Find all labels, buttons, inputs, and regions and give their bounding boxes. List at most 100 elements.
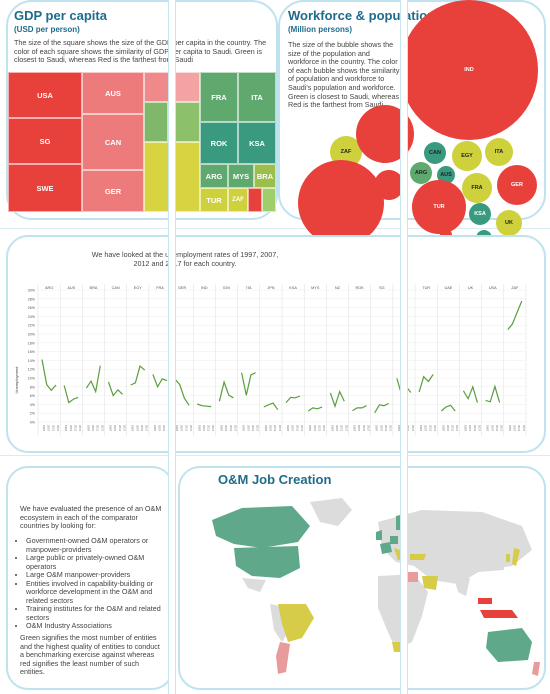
unemployment-country-label: IND	[201, 286, 208, 290]
unemployment-series-line	[241, 372, 256, 396]
unemployment-country-label: EGY	[134, 286, 142, 290]
unemployment-ytick-label: 24%	[28, 315, 36, 319]
unemployment-xtick-label: 2007	[47, 425, 51, 432]
unemployment-ytick-label: 12%	[28, 368, 36, 372]
treemap-cell-arg: ARG	[200, 164, 228, 188]
unemployment-series-line	[85, 365, 101, 394]
unemployment-country-label: AUS	[67, 286, 75, 290]
treemap-cell-unlabeled-6	[248, 188, 262, 212]
unemployment-xtick-label: 1997	[264, 425, 268, 432]
unemployment-xtick-label: 2007	[113, 425, 117, 432]
unemployment-xtick-label: 2007	[224, 425, 228, 432]
unemployment-xtick-label: 2017	[300, 425, 304, 432]
unemployment-tile	[6, 235, 546, 453]
map-turkey	[410, 554, 426, 560]
unemployment-xtick-label: 2017	[500, 425, 504, 432]
treemap-cell-fra: FRA	[200, 72, 238, 122]
map-argentina	[276, 642, 290, 674]
unemployment-xtick-label: 1997	[463, 425, 467, 432]
treemap-cell-ger: GER	[82, 170, 144, 212]
unemployment-series-line	[41, 359, 57, 392]
unemployment-xtick-label: 2017	[256, 425, 260, 432]
unemployment-ytick-label: 16%	[28, 350, 36, 354]
unemployment-xtick-label: 1997	[86, 425, 90, 432]
unemployment-xtick-label: 1997	[219, 425, 223, 432]
unemployment-series-line	[485, 384, 501, 403]
unemployment-xtick-label: 2017	[322, 425, 326, 432]
gutter-right	[400, 0, 408, 694]
world-map	[212, 498, 540, 676]
unemployment-xtick-label: 2012	[317, 425, 321, 432]
unemployment-xtick-label: 1997	[153, 425, 157, 432]
unemployment-xtick-label: 2012	[362, 425, 366, 432]
unemployment-xtick-label: 1997	[64, 425, 68, 432]
unemployment-xtick-label: 1997	[353, 425, 357, 432]
unemployment-country-label: MYS	[311, 286, 320, 290]
unemployment-series-line	[63, 385, 79, 404]
gdp-treemap: USA SG SWE AUS CAN GER FRA ITA ROK KSA A…	[8, 72, 276, 212]
treemap-cell-can: CAN	[82, 114, 144, 170]
unemployment-xtick-label: 1997	[197, 425, 201, 432]
treemap-cell-unlabeled-3	[144, 102, 168, 142]
unemployment-series-line	[263, 402, 279, 411]
om-text-tile	[6, 466, 174, 690]
om-criteria-item: Government-owned O&M operators or manpow…	[26, 536, 176, 554]
treemap-cell-zaf: ZAF	[228, 188, 248, 212]
unemployment-series-line	[374, 402, 389, 414]
unemployment-series-line	[462, 384, 478, 403]
om-title: O&M Job Creation	[218, 472, 332, 487]
unemployment-series-line	[352, 405, 367, 412]
unemployment-xtick-label: 2012	[473, 425, 477, 432]
unemployment-country-label: NZ	[335, 286, 341, 290]
unemployment-xtick-label: 2012	[384, 425, 388, 432]
om-criteria-item: Entities involved in capability-building…	[26, 579, 176, 606]
unemployment-ytick-label: 10%	[28, 377, 36, 381]
unemployment-ytick-label: 22%	[28, 324, 36, 328]
unemployment-xtick-label: 2017	[455, 425, 459, 432]
unemployment-xtick-label: 2012	[229, 425, 233, 432]
unemployment-ytick-label: 30%	[28, 289, 36, 293]
unemployment-country-label: IDN	[223, 286, 230, 290]
om-map-tile	[178, 466, 546, 690]
unemployment-xtick-label: 2017	[389, 425, 393, 432]
unemployment-xtick-label: 2012	[207, 425, 211, 432]
unemployment-xtick-label: 2012	[295, 425, 299, 432]
unemployment-xtick-label: 1997	[486, 425, 490, 432]
unemployment-xtick-label: 2012	[96, 425, 100, 432]
treemap-cell-unlabeled-1	[144, 72, 170, 102]
unemployment-xtick-label: 2007	[202, 425, 206, 432]
unemployment-xtick-label: 1997	[375, 425, 379, 432]
unemployment-series-line	[418, 374, 434, 393]
unemployment-series-line	[329, 389, 345, 409]
map-egypt	[408, 572, 418, 582]
unemployment-country-label: SG	[379, 286, 385, 290]
unemployment-xtick-label: 2007	[158, 425, 162, 432]
workforce-subtitle: (Million persons)	[288, 25, 352, 34]
unemployment-xtick-label: 2012	[495, 425, 499, 432]
unemployment-series-line	[285, 395, 301, 404]
unemployment-xtick-label: 2017	[477, 425, 481, 432]
unemployment-ytick-label: 4%	[30, 403, 36, 407]
unemployment-series-line	[107, 381, 123, 397]
om-criteria-list: Government-owned O&M operators or manpow…	[18, 536, 176, 631]
unemployment-xtick-label: 2017	[233, 425, 237, 432]
unemployment-ytick-label: 2%	[30, 412, 36, 416]
treemap-cell-aus: AUS	[82, 72, 144, 114]
unemployment-ytick-label: 0%	[30, 421, 36, 425]
unemployment-xtick-label: 2017	[123, 425, 127, 432]
unemployment-country-label: ZAF	[511, 286, 519, 290]
gdp-description: The size of the square shows the size of…	[14, 38, 267, 65]
unemployment-country-label: UAE	[444, 286, 452, 290]
treemap-cell-mys: MYS	[228, 164, 254, 188]
unemployment-xtick-label: 2012	[428, 425, 432, 432]
unemployment-xtick-label: 2012	[73, 425, 77, 432]
unemployment-series-line	[130, 365, 146, 386]
unemployment-xtick-label: 2017	[56, 425, 60, 432]
unemployment-xtick-label: 2007	[313, 425, 317, 432]
unemployment-xtick-label: 2012	[140, 425, 144, 432]
gdp-title: GDP per capita	[14, 8, 107, 23]
unemployment-ytick-label: 18%	[28, 341, 36, 345]
unemployment-xtick-label: 2007	[446, 425, 450, 432]
treemap-cell-swe: SWE	[8, 164, 82, 212]
unemployment-xtick-label: 2007	[91, 425, 95, 432]
